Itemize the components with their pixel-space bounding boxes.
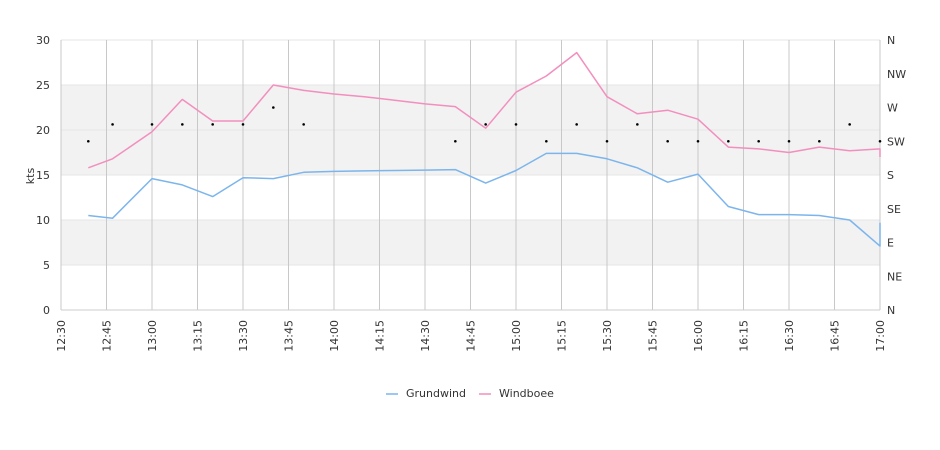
direction-marker — [878, 139, 882, 143]
direction-tick-label: SE — [887, 203, 901, 216]
direction-marker — [605, 139, 609, 143]
legend-label: Grundwind — [406, 387, 466, 400]
direction-marker — [545, 139, 548, 143]
x-tick-label: 16:30 — [783, 320, 796, 352]
direction-marker — [484, 123, 487, 126]
grid-lines — [60, 39, 881, 311]
x-tick-label: 15:45 — [647, 320, 660, 352]
direction-tick-label: N — [887, 34, 895, 47]
direction-marker — [787, 139, 791, 143]
y-tick-label: 15 — [36, 169, 50, 182]
x-tick-label: 14:45 — [465, 320, 478, 352]
direction-axis-ticks: N NE E SE S SW W NW N — [887, 34, 906, 317]
direction-marker — [575, 123, 578, 126]
direction-marker — [757, 139, 760, 143]
y-tick-label: 20 — [36, 124, 50, 137]
y-tick-label: 5 — [43, 259, 50, 272]
x-axis-ticks: 12:30 12:45 13:00 13:15 13:30 13:45 14:00 14:15… — [55, 320, 887, 352]
direction-marker — [514, 123, 518, 126]
x-tick-label: 13:45 — [283, 320, 296, 352]
direction-marker — [150, 123, 154, 126]
y-axis-label: kts — [24, 168, 37, 185]
direction-marker — [302, 123, 305, 126]
direction-tick-label: NE — [887, 270, 902, 283]
x-tick-label: 16:00 — [692, 320, 705, 352]
x-tick-label: 16:15 — [738, 320, 751, 352]
direction-marker — [636, 123, 639, 126]
x-tick-label: 15:15 — [556, 320, 569, 352]
direction-marker — [818, 139, 821, 143]
x-tick-label: 15:30 — [601, 320, 614, 352]
x-tick-label: 14:00 — [328, 320, 341, 352]
x-tick-label: 13:15 — [192, 320, 205, 352]
x-tick-label: 16:45 — [829, 320, 842, 352]
y-tick-label: 25 — [36, 79, 50, 92]
direction-marker — [87, 139, 90, 143]
y-tick-label: 30 — [36, 34, 50, 47]
direction-tick-label: E — [887, 237, 894, 250]
series-lines — [88, 51, 881, 247]
direction-marker — [727, 139, 730, 143]
direction-marker — [272, 106, 275, 109]
x-tick-label: 13:00 — [146, 320, 159, 352]
direction-marker — [111, 123, 114, 126]
x-tick-label: 12:45 — [101, 320, 114, 352]
x-tick-label: 13:30 — [237, 320, 250, 352]
direction-marker — [181, 123, 184, 126]
direction-marker — [211, 123, 214, 126]
direction-tick-label: NW — [887, 68, 906, 81]
y-tick-label: 0 — [43, 304, 50, 317]
direction-marker — [666, 139, 669, 143]
x-tick-label: 15:00 — [510, 320, 523, 352]
legend-label: Windboee — [499, 387, 554, 400]
x-tick-label: 17:00 — [874, 320, 887, 352]
y-tick-label: 10 — [36, 214, 50, 227]
direction-tick-label: S — [887, 169, 894, 182]
direction-marker — [696, 139, 700, 143]
direction-tick-label: SW — [887, 135, 905, 148]
y-axis-ticks: 0 5 10 15 20 25 30 — [36, 34, 50, 317]
direction-marker — [241, 123, 245, 126]
x-tick-label: 12:30 — [55, 320, 68, 352]
series-line-windboee — [88, 51, 881, 169]
direction-tick-label: W — [887, 102, 898, 115]
direction-markers — [87, 106, 882, 143]
series-line-grundwind — [88, 152, 881, 247]
x-tick-label: 14:15 — [374, 320, 387, 352]
direction-marker — [848, 123, 851, 126]
direction-tick-label: N — [887, 304, 895, 317]
x-tick-label: 14:30 — [419, 320, 432, 352]
legend: Grundwind Windboee — [386, 387, 554, 400]
direction-marker — [454, 139, 457, 143]
